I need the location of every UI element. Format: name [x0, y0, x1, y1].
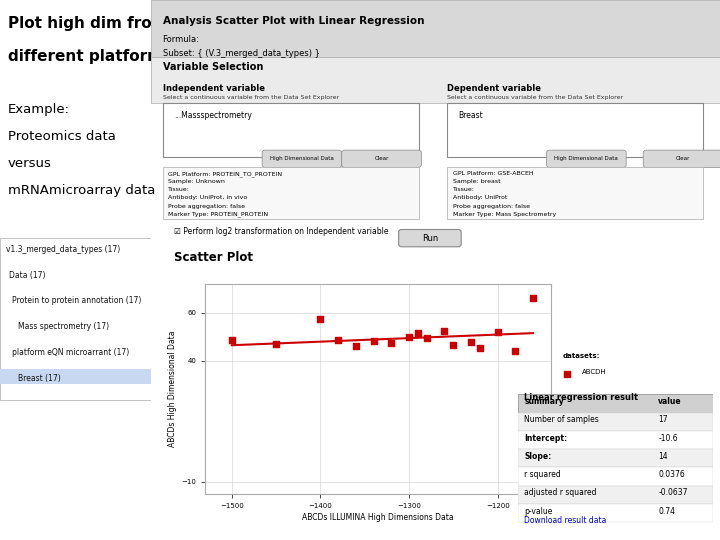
Text: GPL Platform: GSE-ABCEH: GPL Platform: GSE-ABCEH [453, 171, 534, 176]
Text: different platforms:: different platforms: [7, 49, 178, 64]
FancyBboxPatch shape [518, 468, 713, 485]
Text: value: value [658, 397, 682, 406]
Text: Breast: Breast [459, 111, 483, 120]
Text: Data (17): Data (17) [9, 271, 45, 280]
Text: -10.6: -10.6 [658, 434, 678, 443]
Text: ...Massspectrometry: ...Massspectrometry [174, 111, 252, 120]
Text: datasets:: datasets: [562, 353, 600, 359]
Text: Independent variable: Independent variable [163, 84, 264, 93]
Point [492, 328, 503, 336]
FancyBboxPatch shape [643, 150, 720, 167]
Text: ☑ Perform log2 transformation on Independent variable: ☑ Perform log2 transformation on Indepen… [174, 227, 389, 236]
Point [333, 335, 344, 344]
Text: Tissue:: Tissue: [453, 187, 474, 192]
Text: Dependent variable: Dependent variable [447, 84, 541, 93]
Text: Protein to protein annotation (17): Protein to protein annotation (17) [12, 296, 141, 306]
Text: High Dimensional Data: High Dimensional Data [554, 156, 618, 161]
Text: Clear: Clear [374, 156, 389, 161]
FancyBboxPatch shape [546, 150, 626, 167]
X-axis label: ABCDs ILLUMINA High Dimensions Data: ABCDs ILLUMINA High Dimensions Data [302, 514, 454, 522]
Text: Analysis Scatter Plot with Linear Regression: Analysis Scatter Plot with Linear Regres… [163, 16, 424, 26]
Text: Clear: Clear [676, 156, 690, 161]
Text: versus: versus [7, 157, 51, 170]
FancyBboxPatch shape [447, 167, 703, 219]
Text: Intercept:: Intercept: [524, 434, 567, 443]
Point [438, 326, 450, 335]
Text: 17: 17 [658, 415, 668, 424]
Text: 0.74: 0.74 [658, 507, 675, 516]
Point [510, 347, 521, 356]
Text: mRNAmicroarray data: mRNAmicroarray data [7, 184, 155, 197]
Point [270, 340, 282, 348]
Text: summary: summary [524, 397, 564, 406]
Text: Formula:: Formula: [163, 35, 199, 44]
Text: Slope:: Slope: [524, 452, 552, 461]
Y-axis label: ABCDs High Dimensional Data: ABCDs High Dimensional Data [168, 330, 177, 447]
FancyBboxPatch shape [342, 150, 421, 167]
Text: 14: 14 [658, 452, 668, 461]
Text: Marker Type: Mass Spectrometry: Marker Type: Mass Spectrometry [453, 212, 556, 217]
Text: r squared: r squared [524, 470, 561, 479]
FancyBboxPatch shape [151, 0, 720, 57]
Text: Linear regression result: Linear regression result [524, 393, 639, 402]
Text: Proteomics data: Proteomics data [7, 130, 115, 143]
Text: Tissue:: Tissue: [168, 187, 190, 192]
FancyBboxPatch shape [518, 504, 713, 522]
Text: Sample: Unknown: Sample: Unknown [168, 179, 225, 184]
Text: ABCDH: ABCDH [582, 369, 607, 375]
Text: Subset: { (V.3_merged_data_types) }: Subset: { (V.3_merged_data_types) } [163, 49, 320, 58]
Text: Select a continuous variable from the Data Set Explorer: Select a continuous variable from the Da… [447, 94, 623, 99]
Text: platform eQN microarrant (17): platform eQN microarrant (17) [12, 348, 130, 357]
Point [421, 334, 433, 342]
Point [350, 342, 361, 351]
FancyBboxPatch shape [518, 413, 713, 431]
FancyBboxPatch shape [518, 394, 713, 413]
FancyBboxPatch shape [0, 238, 151, 400]
FancyBboxPatch shape [151, 57, 720, 103]
FancyBboxPatch shape [163, 167, 418, 219]
Text: p-value: p-value [524, 507, 553, 516]
FancyBboxPatch shape [262, 150, 342, 167]
FancyBboxPatch shape [518, 431, 713, 449]
Text: Plot high dim from: Plot high dim from [7, 16, 167, 31]
Point [315, 314, 326, 323]
Text: High Dimensional Data: High Dimensional Data [270, 156, 334, 161]
Text: Breast (17): Breast (17) [18, 374, 61, 383]
Point [448, 341, 459, 349]
Point [527, 294, 539, 302]
Point [368, 337, 379, 346]
Text: Probe aggregation: false: Probe aggregation: false [168, 204, 246, 208]
Text: Download result data: Download result data [524, 516, 607, 525]
Text: GPL Platform: PROTEIN_TO_PROTEIN: GPL Platform: PROTEIN_TO_PROTEIN [168, 171, 282, 177]
FancyBboxPatch shape [518, 485, 713, 504]
FancyBboxPatch shape [399, 230, 462, 247]
Text: Antibody: UniProt, in vivo: Antibody: UniProt, in vivo [168, 195, 248, 200]
Text: Antibody: UniProt: Antibody: UniProt [453, 195, 507, 200]
Text: 0.0376: 0.0376 [658, 470, 685, 479]
Text: -0.0637: -0.0637 [658, 489, 688, 497]
FancyBboxPatch shape [0, 369, 151, 384]
FancyBboxPatch shape [447, 103, 703, 157]
Text: adjusted r squared: adjusted r squared [524, 489, 597, 497]
Text: Sample: breast: Sample: breast [453, 179, 500, 184]
Point [226, 336, 238, 345]
Text: Probe aggregation: false: Probe aggregation: false [453, 204, 530, 208]
Point [412, 329, 423, 338]
FancyBboxPatch shape [518, 449, 713, 468]
Point [465, 338, 477, 346]
Text: Example:: Example: [7, 103, 70, 116]
Point [385, 339, 397, 347]
Text: Variable Selection: Variable Selection [163, 62, 263, 72]
Text: Marker Type: PROTEIN_PROTEIN: Marker Type: PROTEIN_PROTEIN [168, 212, 269, 218]
Point [403, 333, 415, 341]
Text: v1.3_merged_data_types (17): v1.3_merged_data_types (17) [6, 245, 120, 254]
Text: Scatter Plot: Scatter Plot [174, 251, 253, 264]
Point [474, 343, 486, 352]
Text: Mass spectrometry (17): Mass spectrometry (17) [18, 322, 109, 332]
Text: Run: Run [422, 234, 438, 242]
Text: Number of samples: Number of samples [524, 415, 599, 424]
Text: Select a continuous variable from the Data Set Explorer: Select a continuous variable from the Da… [163, 94, 338, 99]
FancyBboxPatch shape [163, 103, 418, 157]
